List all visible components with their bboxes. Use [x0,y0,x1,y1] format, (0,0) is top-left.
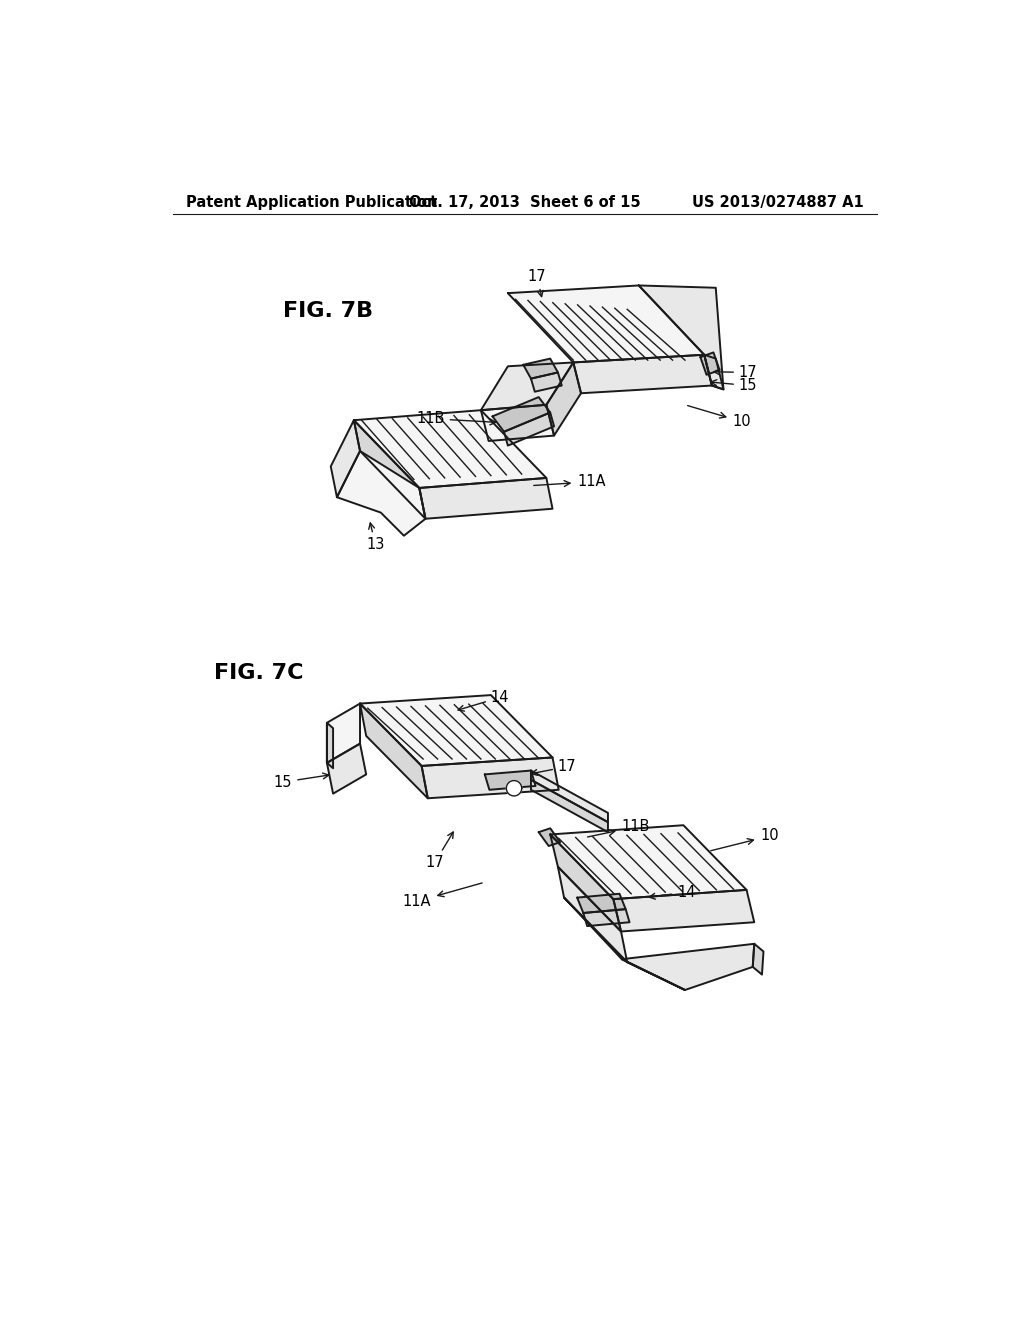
Polygon shape [573,355,712,393]
Text: US 2013/0274887 A1: US 2013/0274887 A1 [692,195,863,210]
Polygon shape [327,743,367,793]
Polygon shape [419,478,553,519]
Polygon shape [539,829,560,846]
Polygon shape [493,397,550,432]
Text: 14: 14 [649,884,695,900]
Polygon shape [558,867,628,962]
Polygon shape [327,723,333,768]
Text: Oct. 17, 2013  Sheet 6 of 15: Oct. 17, 2013 Sheet 6 of 15 [409,195,641,210]
Polygon shape [484,771,536,789]
Polygon shape [508,285,705,363]
Polygon shape [422,758,559,799]
Text: 10: 10 [711,829,779,850]
Polygon shape [504,412,554,446]
Polygon shape [700,352,720,375]
Text: 17: 17 [527,269,547,297]
Polygon shape [327,704,360,763]
Text: 11B: 11B [417,411,496,426]
Polygon shape [331,420,360,498]
Text: FIG. 7C: FIG. 7C [214,663,303,682]
Polygon shape [531,771,608,822]
Text: 17: 17 [714,364,758,380]
Text: 11B: 11B [588,820,650,837]
Polygon shape [337,451,425,536]
Polygon shape [584,909,630,927]
Polygon shape [481,405,554,441]
Polygon shape [531,780,608,832]
Polygon shape [753,944,764,974]
Polygon shape [531,372,562,392]
Polygon shape [523,359,558,379]
Text: 13: 13 [367,523,385,552]
Polygon shape [506,780,521,796]
Text: 15: 15 [273,774,329,789]
Polygon shape [360,696,553,766]
Polygon shape [578,894,626,913]
Polygon shape [613,890,755,932]
Text: Patent Application Publication: Patent Application Publication [186,195,437,210]
Polygon shape [360,704,428,799]
Polygon shape [547,363,581,436]
Text: 11A: 11A [402,883,482,909]
Text: 17: 17 [531,759,577,775]
Text: 15: 15 [711,378,758,393]
Text: 17: 17 [425,832,454,870]
Polygon shape [705,355,724,389]
Text: 10: 10 [688,405,752,429]
Text: 11A: 11A [534,474,605,490]
Text: FIG. 7B: FIG. 7B [283,301,373,321]
Polygon shape [622,944,755,990]
Polygon shape [354,420,425,519]
Polygon shape [550,825,746,899]
Polygon shape [481,363,573,411]
Polygon shape [354,411,547,488]
Polygon shape [564,898,685,990]
Polygon shape [639,285,724,389]
Text: 14: 14 [458,690,509,711]
Polygon shape [550,834,621,932]
